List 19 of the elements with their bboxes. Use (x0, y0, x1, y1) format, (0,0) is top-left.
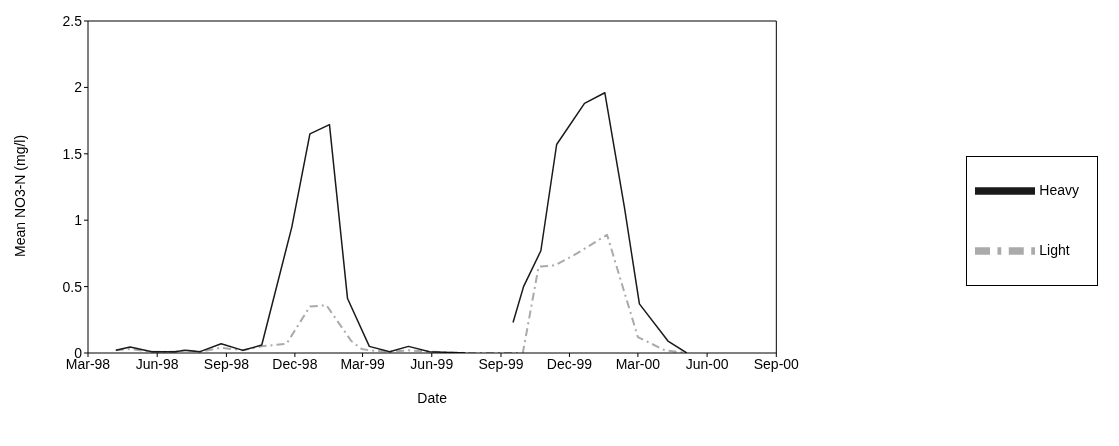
x-tick-label: Sep-99 (478, 355, 524, 372)
legend-label: Heavy (1039, 181, 1079, 198)
y-axis-title: Mean NO3-N (mg/l) (11, 134, 28, 257)
x-tick-label: Jun-98 (135, 355, 179, 372)
x-tick-label: Mar-99 (340, 355, 385, 372)
y-tick-label: 2.5 (62, 12, 83, 29)
y-tick-label: 1.5 (62, 145, 83, 162)
y-tick-label: 1 (74, 212, 83, 229)
y-tick-label: 0.5 (62, 278, 83, 295)
x-tick-label: Dec-99 (546, 355, 593, 372)
x-tick-label: Sep-00 (753, 355, 800, 372)
x-tick-label: Dec-98 (272, 355, 318, 372)
legend-label: Light (1039, 241, 1070, 258)
x-tick-label: Jun-00 (685, 355, 729, 372)
x-tick-label: Sep-98 (203, 355, 250, 372)
x-axis-title: Date (417, 390, 448, 406)
x-tick-label: Mar-00 (615, 355, 661, 372)
y-tick-label: 2 (74, 79, 83, 96)
x-tick-label: Jun-99 (410, 355, 454, 372)
